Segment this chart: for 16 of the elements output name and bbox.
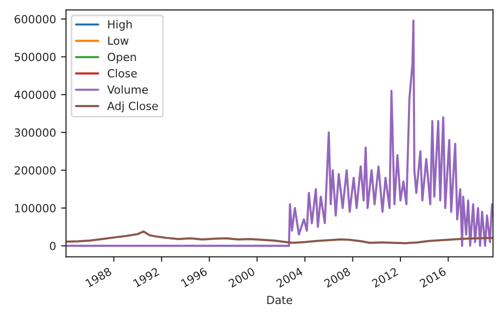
legend-label: Open (108, 52, 136, 64)
line-series (66, 19, 493, 247)
y-tick-label: 200000 (14, 166, 56, 175)
x-axis-title: Date (267, 296, 292, 304)
legend-label: Low (108, 36, 129, 45)
y-tick-label: 500000 (14, 52, 56, 62)
legend-label: Close (108, 68, 137, 78)
y-tick-label: 300000 (14, 128, 56, 137)
y-tick-label: 100000 (15, 204, 56, 212)
line-series (66, 230, 493, 244)
y-tick-label: 0 (50, 242, 56, 250)
legend-label: Volume (107, 85, 148, 94)
y-tick-label: 600000 (14, 15, 56, 24)
legend-label: High (108, 20, 132, 31)
y-tick-label: 400000 (14, 90, 56, 100)
legend-label: Adj Close (107, 101, 158, 112)
